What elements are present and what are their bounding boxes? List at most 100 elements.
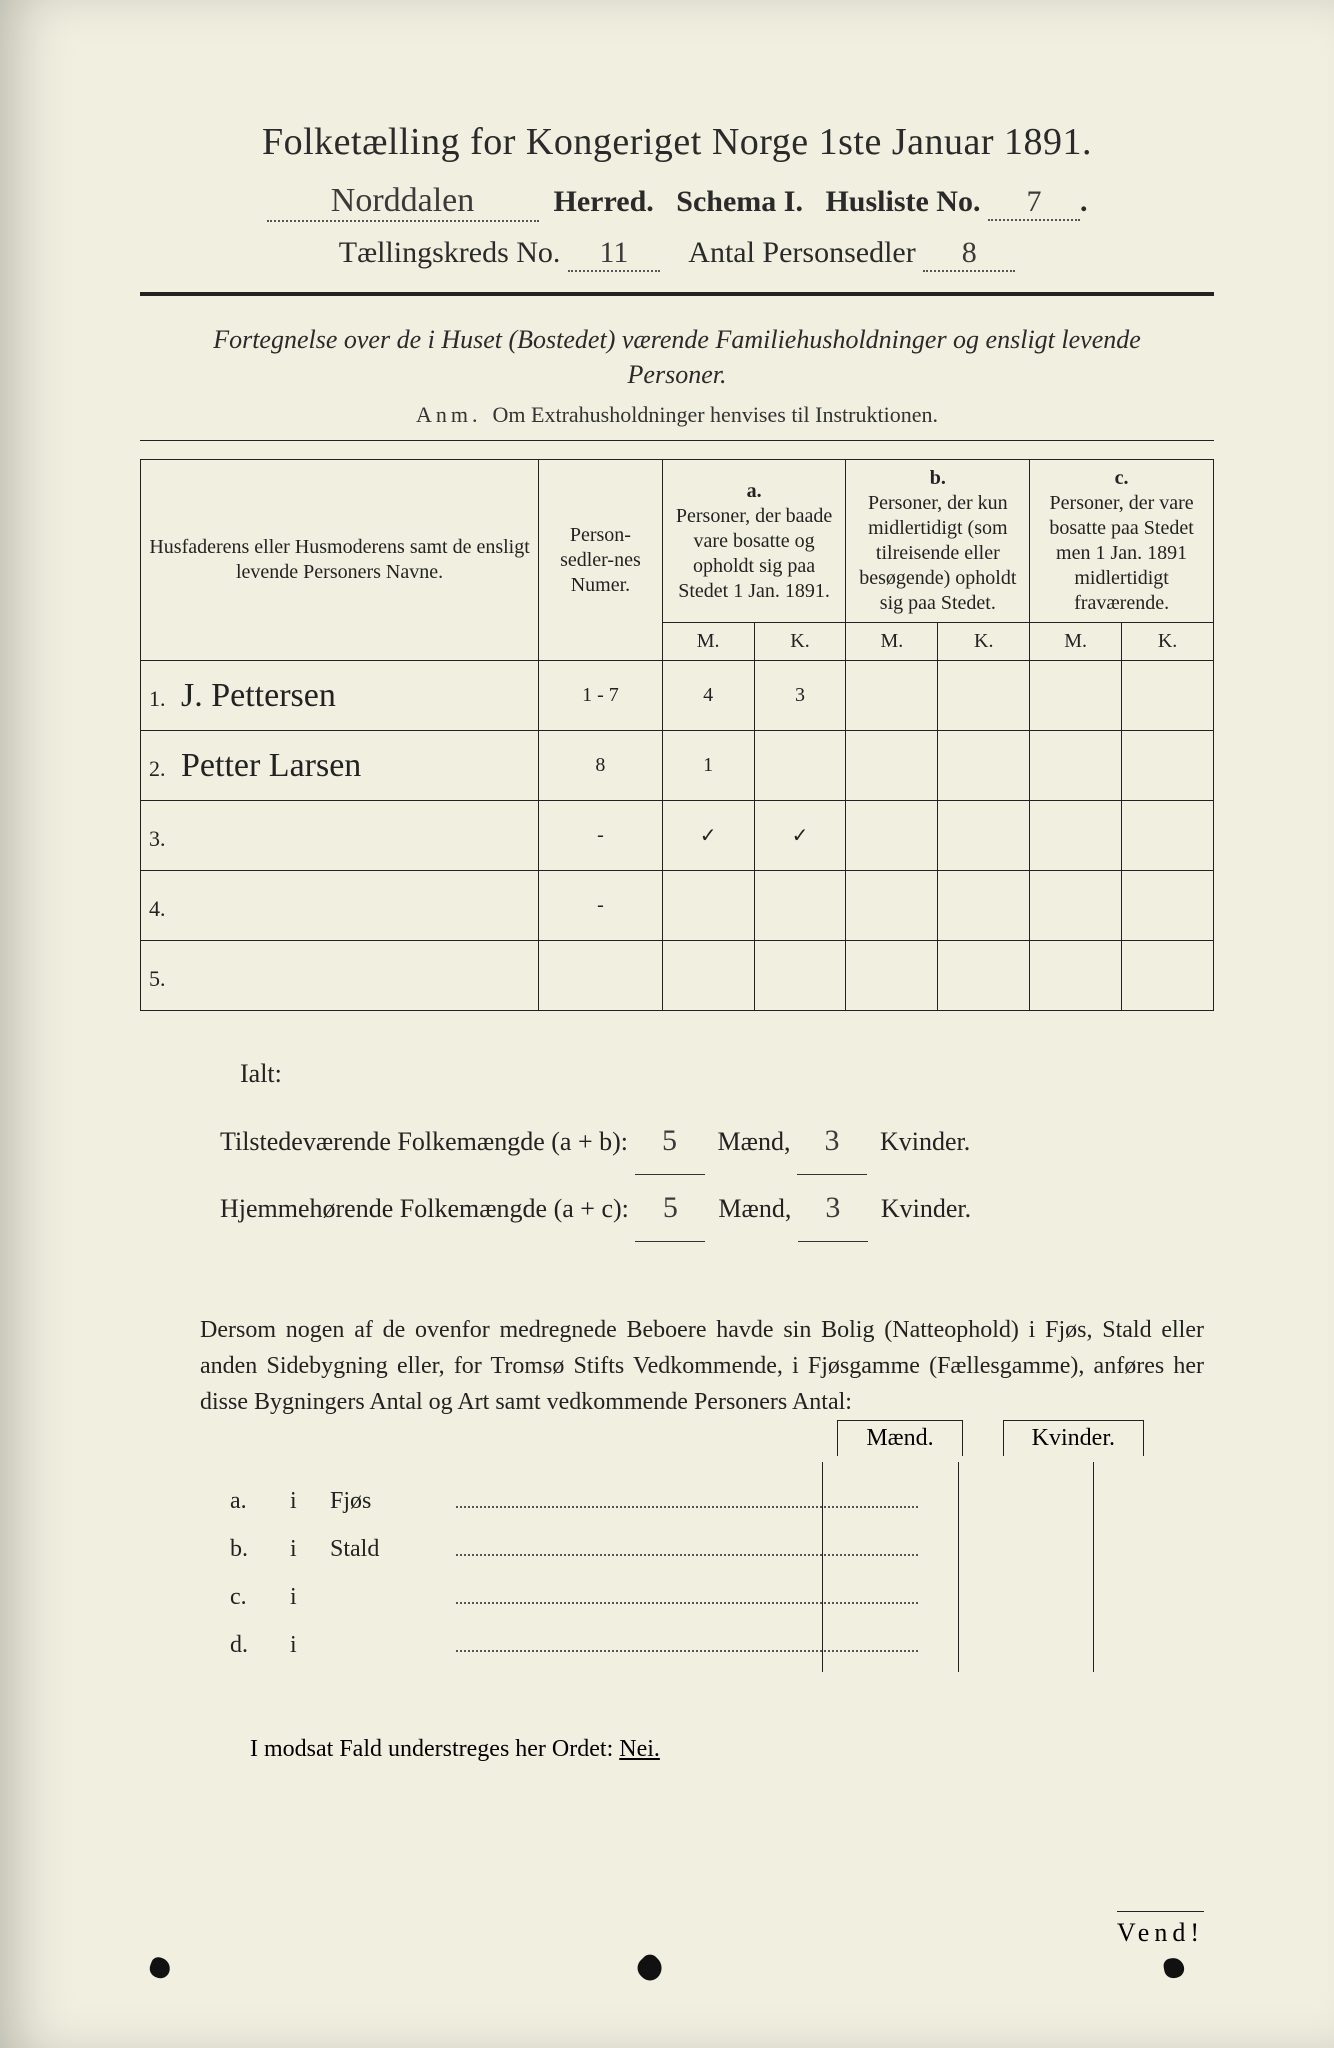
cell-b-k: [938, 731, 1030, 801]
cell-num: 8: [539, 731, 663, 801]
anm-label: Anm.: [416, 402, 482, 427]
cell-a-m: 4: [662, 661, 754, 731]
totals-l1-k: 3: [797, 1108, 867, 1175]
cell-name: 3.: [141, 801, 539, 871]
header-line-3: Tællingskreds No. 11 Antal Personsedler …: [140, 236, 1214, 272]
cell-b-m: [846, 801, 938, 871]
cell-name: 5.: [141, 941, 539, 1011]
table-row: 1.J. Pettersen1 - 743: [141, 661, 1214, 731]
antal-label: Antal Personsedler: [688, 236, 915, 269]
census-form-page: Folketælling for Kongeriget Norge 1ste J…: [0, 0, 1334, 2048]
cell-b-m: [846, 731, 938, 801]
sidebuild-note: Dersom nogen af de ovenfor medregnede Be…: [140, 1312, 1214, 1420]
th-names: Husfaderens eller Husmoderens samt de en…: [141, 460, 539, 661]
totals-line-2: Hjemmehørende Folkemængde (a + c): 5 Mæn…: [220, 1175, 1214, 1242]
anm-text: Om Extrahusholdninger henvises til Instr…: [493, 402, 938, 427]
cell-name: 4.: [141, 871, 539, 941]
cell-b-k: [938, 801, 1030, 871]
schema-label: Schema I.: [676, 185, 803, 218]
nei-line: I modsat Fald understreges her Ordet: Ne…: [140, 1736, 1214, 1763]
cell-b-k: [938, 941, 1030, 1011]
table-row: 3.-✓✓: [141, 801, 1214, 871]
nei-pre: I modsat Fald understreges her Ordet:: [250, 1736, 619, 1762]
cell-a-k: 3: [754, 661, 846, 731]
kvinder-label-1: Kvinder.: [880, 1127, 970, 1156]
antal-value: 8: [923, 236, 1015, 272]
herred-label: Herred.: [554, 185, 654, 218]
rule-thin: [140, 440, 1214, 441]
cell-b-m: [846, 871, 938, 941]
cell-c-m: [1030, 871, 1122, 941]
totals-line-1: Tilstedeværende Folkemængde (a + b): 5 M…: [220, 1108, 1214, 1175]
th-b-m: M.: [846, 623, 938, 661]
cell-a-m: ✓: [662, 801, 754, 871]
header-line-2: Norddalen Herred. Schema I. Husliste No.…: [140, 182, 1214, 222]
cell-b-k: [938, 661, 1030, 731]
th-a: a. Personer, der baade vare bosatte og o…: [662, 460, 846, 623]
cell-c-k: [1122, 871, 1214, 941]
husliste-label: Husliste No.: [825, 185, 980, 218]
th-c-label: c.: [1115, 467, 1129, 489]
cell-b-m: [846, 661, 938, 731]
cell-a-m: 1: [662, 731, 754, 801]
census-tbody: 1.J. Pettersen1 - 7432.Petter Larsen813.…: [141, 661, 1214, 1011]
maend-label-2: Mænd,: [718, 1194, 791, 1223]
cell-a-k: ✓: [754, 801, 846, 871]
ialt-label: Ialt:: [220, 1045, 1214, 1102]
maend-label-1: Mænd,: [718, 1127, 791, 1156]
totals-l2-m: 5: [635, 1175, 705, 1242]
ink-blob-icon: [1162, 1956, 1185, 1979]
cell-a-k: [754, 731, 846, 801]
cell-a-k: [754, 941, 846, 1011]
cell-c-k: [1122, 731, 1214, 801]
nei-word: Nei.: [619, 1736, 660, 1762]
th-numer: Person-sedler-nes Numer.: [539, 460, 663, 661]
table-row: 5.: [141, 941, 1214, 1011]
cell-num: -: [539, 871, 663, 941]
cell-num: 1 - 7: [539, 661, 663, 731]
cell-b-k: [938, 871, 1030, 941]
totals-l1-label: Tilstedeværende Folkemængde (a + b):: [220, 1127, 628, 1156]
cell-c-k: [1122, 801, 1214, 871]
cell-c-m: [1030, 801, 1122, 871]
totals-block: Ialt: Tilstedeværende Folkemængde (a + b…: [140, 1045, 1214, 1242]
th-c-m: M.: [1030, 623, 1122, 661]
kvinder-label-2: Kvinder.: [881, 1194, 971, 1223]
th-a-label: a.: [747, 480, 762, 502]
rule-thick: [140, 292, 1214, 296]
mk-kvinder: Kvinder.: [1003, 1420, 1144, 1456]
cell-name: 2.Petter Larsen: [141, 731, 539, 801]
herred-value: Norddalen: [267, 182, 539, 222]
th-b: b. Personer, der kun midlertidigt (som t…: [846, 460, 1030, 623]
table-row: 2.Petter Larsen81: [141, 731, 1214, 801]
cell-name: 1.J. Pettersen: [141, 661, 539, 731]
cell-b-m: [846, 941, 938, 1011]
husliste-value: 7: [988, 185, 1080, 221]
cell-c-m: [1030, 941, 1122, 1011]
th-c-k: K.: [1122, 623, 1214, 661]
cell-a-m: [662, 941, 754, 1011]
cell-num: [539, 941, 663, 1011]
anm-line: Anm. Om Extrahusholdninger henvises til …: [140, 402, 1214, 428]
cell-c-m: [1030, 661, 1122, 731]
totals-l2-k: 3: [798, 1175, 868, 1242]
ink-blob-icon: [147, 1955, 173, 1981]
kreds-value: 11: [568, 236, 660, 272]
cell-num: -: [539, 801, 663, 871]
th-c-text: Personer, der vare bosatte paa Stedet me…: [1049, 492, 1193, 614]
cell-a-m: [662, 871, 754, 941]
mk-columns: [822, 1462, 1094, 1672]
totals-l2-label: Hjemmehørende Folkemængde (a + c):: [220, 1194, 629, 1223]
census-table: Husfaderens eller Husmoderens samt de en…: [140, 459, 1214, 1011]
intro-text: Fortegnelse over de i Huset (Bostedet) v…: [170, 322, 1184, 392]
th-b-text: Personer, der kun midlertidigt (som tilr…: [859, 492, 1016, 614]
vend-label: Vend!: [1117, 1911, 1204, 1948]
ink-blob-icon: [633, 1951, 667, 1985]
th-a-k: K.: [754, 623, 846, 661]
cell-c-k: [1122, 661, 1214, 731]
cell-c-m: [1030, 731, 1122, 801]
cell-c-k: [1122, 941, 1214, 1011]
th-c: c. Personer, der vare bosatte paa Stedet…: [1030, 460, 1214, 623]
th-a-m: M.: [662, 623, 754, 661]
kreds-label: Tællingskreds No.: [339, 236, 561, 269]
